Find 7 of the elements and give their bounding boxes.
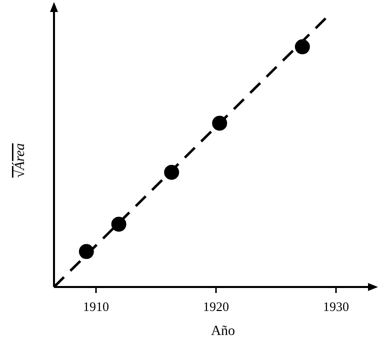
x-tick-label: 1930 bbox=[323, 299, 349, 314]
x-tick-label: 1910 bbox=[83, 299, 109, 314]
point bbox=[111, 216, 126, 232]
point bbox=[294, 39, 310, 54]
y-axis-title: √Área bbox=[11, 143, 28, 178]
x-axis-title: Año bbox=[210, 324, 236, 339]
x-tick-label: 1920 bbox=[203, 299, 229, 314]
